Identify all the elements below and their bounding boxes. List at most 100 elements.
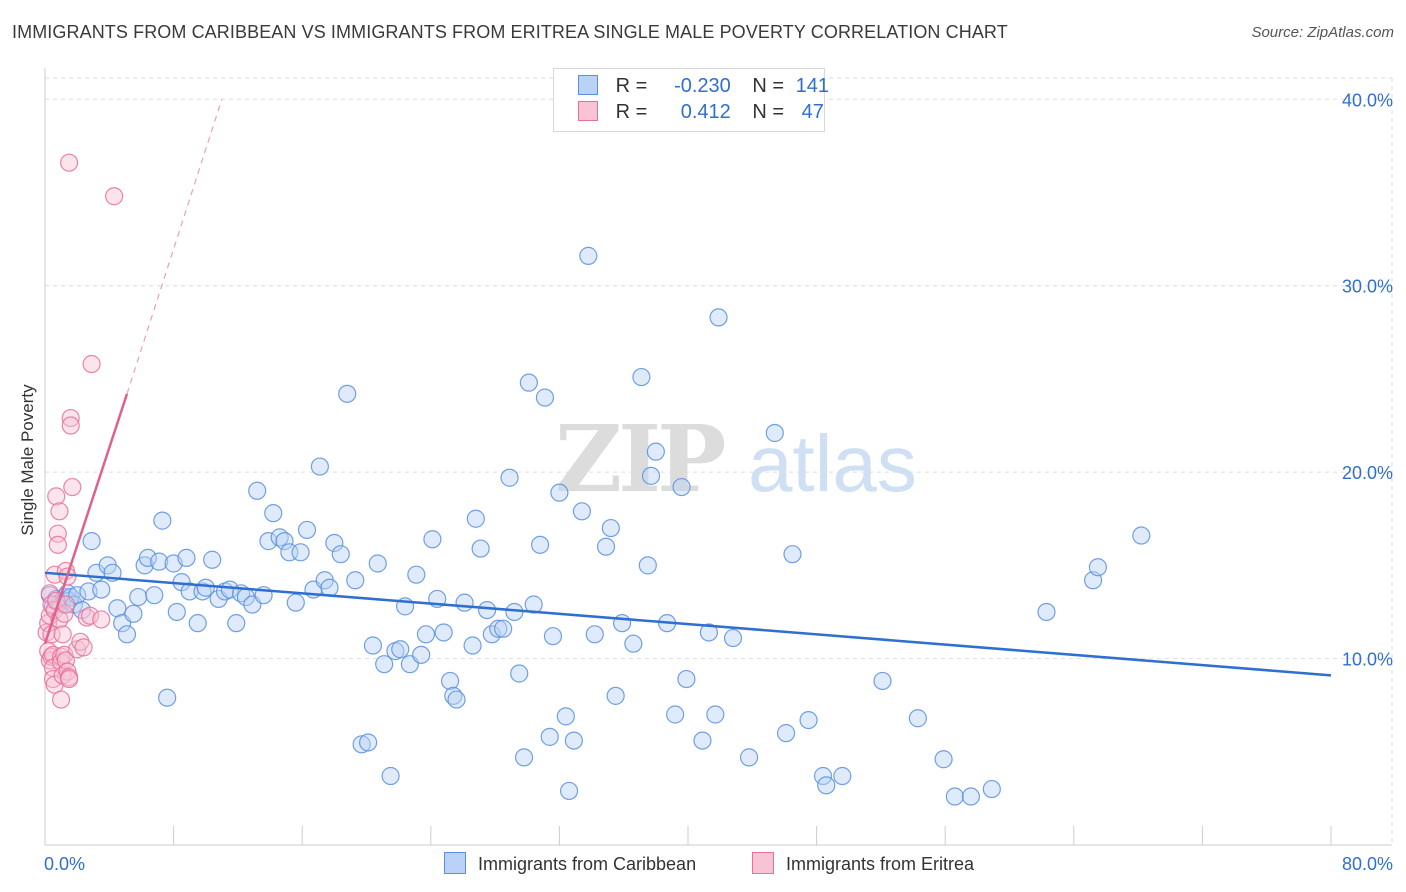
caribbean-legend-swatch [444, 852, 466, 874]
caribbean-point [320, 578, 339, 597]
caribbean-legend-label: Immigrants from Caribbean [478, 854, 697, 874]
caribbean-point [1088, 558, 1108, 577]
caribbean-point [783, 545, 802, 564]
caribbean-point [961, 787, 981, 806]
x-tick-label-max: 80.0% [1342, 854, 1393, 874]
caribbean-point [624, 634, 643, 653]
caribbean-point [677, 669, 696, 689]
caribbean-point [540, 727, 559, 746]
r-label: R = [615, 101, 648, 123]
y-axis-label: Single Male Poverty [18, 384, 37, 536]
caribbean-point [564, 731, 583, 750]
caribbean-point [934, 750, 953, 769]
caribbean-point [531, 535, 550, 554]
series-eritrea [37, 153, 124, 709]
caribbean-point [579, 246, 598, 265]
eritrea-trend-extension [126, 99, 223, 395]
caribbean-point [585, 625, 604, 644]
caribbean-point [82, 532, 101, 551]
caribbean-point [129, 587, 148, 607]
caribbean-point [945, 787, 964, 806]
chart-title: IMMIGRANTS FROM CARIBBEAN VS IMMIGRANTS … [12, 22, 1008, 42]
caribbean-point [416, 625, 436, 644]
caribbean-point [596, 537, 616, 556]
caribbean-point [672, 477, 691, 497]
x-tick-label-min: 0.0% [44, 854, 85, 874]
grid [45, 77, 1393, 845]
axes [44, 68, 1392, 846]
caribbean-point [264, 504, 283, 523]
eritrea-point [47, 487, 66, 506]
caribbean-point [188, 614, 207, 633]
caribbean-point [117, 625, 137, 644]
eritrea-point [51, 690, 71, 709]
caribbean-point [196, 578, 215, 597]
eritrea-point [80, 606, 100, 625]
eritrea-point [77, 608, 96, 627]
caribbean-point [500, 468, 519, 487]
caribbean-point [248, 481, 267, 500]
caribbean-point [331, 545, 350, 564]
caribbean-point [153, 511, 172, 530]
caribbean-point [363, 636, 383, 655]
caribbean-point [982, 779, 1001, 799]
caribbean-point [466, 509, 485, 528]
r-label: R = [615, 75, 648, 97]
r-value: 0.412 [680, 101, 731, 123]
caribbean-point [471, 539, 490, 558]
caribbean-point [632, 367, 651, 387]
n-label: N = [752, 75, 785, 97]
caribbean-point [646, 442, 665, 461]
caribbean-point [519, 373, 538, 392]
caribbean-point [641, 466, 661, 485]
caribbean-point [310, 457, 329, 476]
caribbean-point [346, 571, 365, 590]
caribbean-point [723, 628, 743, 648]
caribbean-point [352, 735, 371, 754]
caribbean-point [817, 776, 836, 795]
eritrea-point [74, 638, 93, 657]
eritrea-point [53, 625, 72, 644]
caribbean-point [275, 532, 294, 551]
eritrea-point [48, 535, 67, 554]
eritrea-trend-line [43, 393, 129, 645]
caribbean-point [510, 664, 529, 683]
caribbean-point [434, 623, 453, 642]
caribbean-point [297, 520, 317, 540]
legend-row-eritrea: R = 0.412 N = 47 [578, 101, 824, 127]
caribbean-point [514, 748, 534, 767]
watermark: ZIP atlas [555, 405, 917, 513]
eritrea-point [105, 187, 124, 206]
n-value: 47 [801, 101, 824, 123]
caribbean-point [455, 593, 474, 612]
correlation-legend: R = -0.230 N = 141 R = 0.412 N = 47 [553, 68, 829, 132]
caribbean-point [739, 748, 759, 767]
caribbean-point [706, 705, 725, 724]
caribbean-point [381, 766, 400, 786]
tick-labels: 10.0% 20.0% 30.0% 40.0% 0.0% 80.0% [44, 90, 1393, 874]
caribbean-point [447, 690, 466, 709]
n-label: N = [752, 101, 785, 123]
caribbean-point [423, 530, 442, 549]
caribbean-point [286, 593, 305, 612]
caribbean-point [606, 686, 625, 705]
eritrea-point [45, 600, 64, 620]
caribbean-point [799, 710, 818, 730]
caribbean-point [638, 556, 657, 575]
caribbean-point [873, 671, 892, 691]
caribbean-point [699, 623, 718, 642]
caribbean-point [291, 543, 310, 562]
watermark-atlas: atlas [747, 419, 917, 508]
caribbean-point [572, 502, 592, 521]
trend-lines [43, 99, 1332, 677]
caribbean-swatch [578, 75, 598, 95]
eritrea-legend-label: Immigrants from Eritrea [786, 854, 975, 874]
caribbean-point [203, 550, 222, 569]
caribbean-point [833, 766, 852, 786]
caribbean-point [259, 532, 278, 551]
caribbean-point [776, 724, 796, 743]
caribbean-point [158, 688, 177, 707]
eritrea-point [61, 416, 80, 435]
y-tick-label: 40.0% [1342, 90, 1393, 110]
caribbean-point [124, 604, 143, 623]
